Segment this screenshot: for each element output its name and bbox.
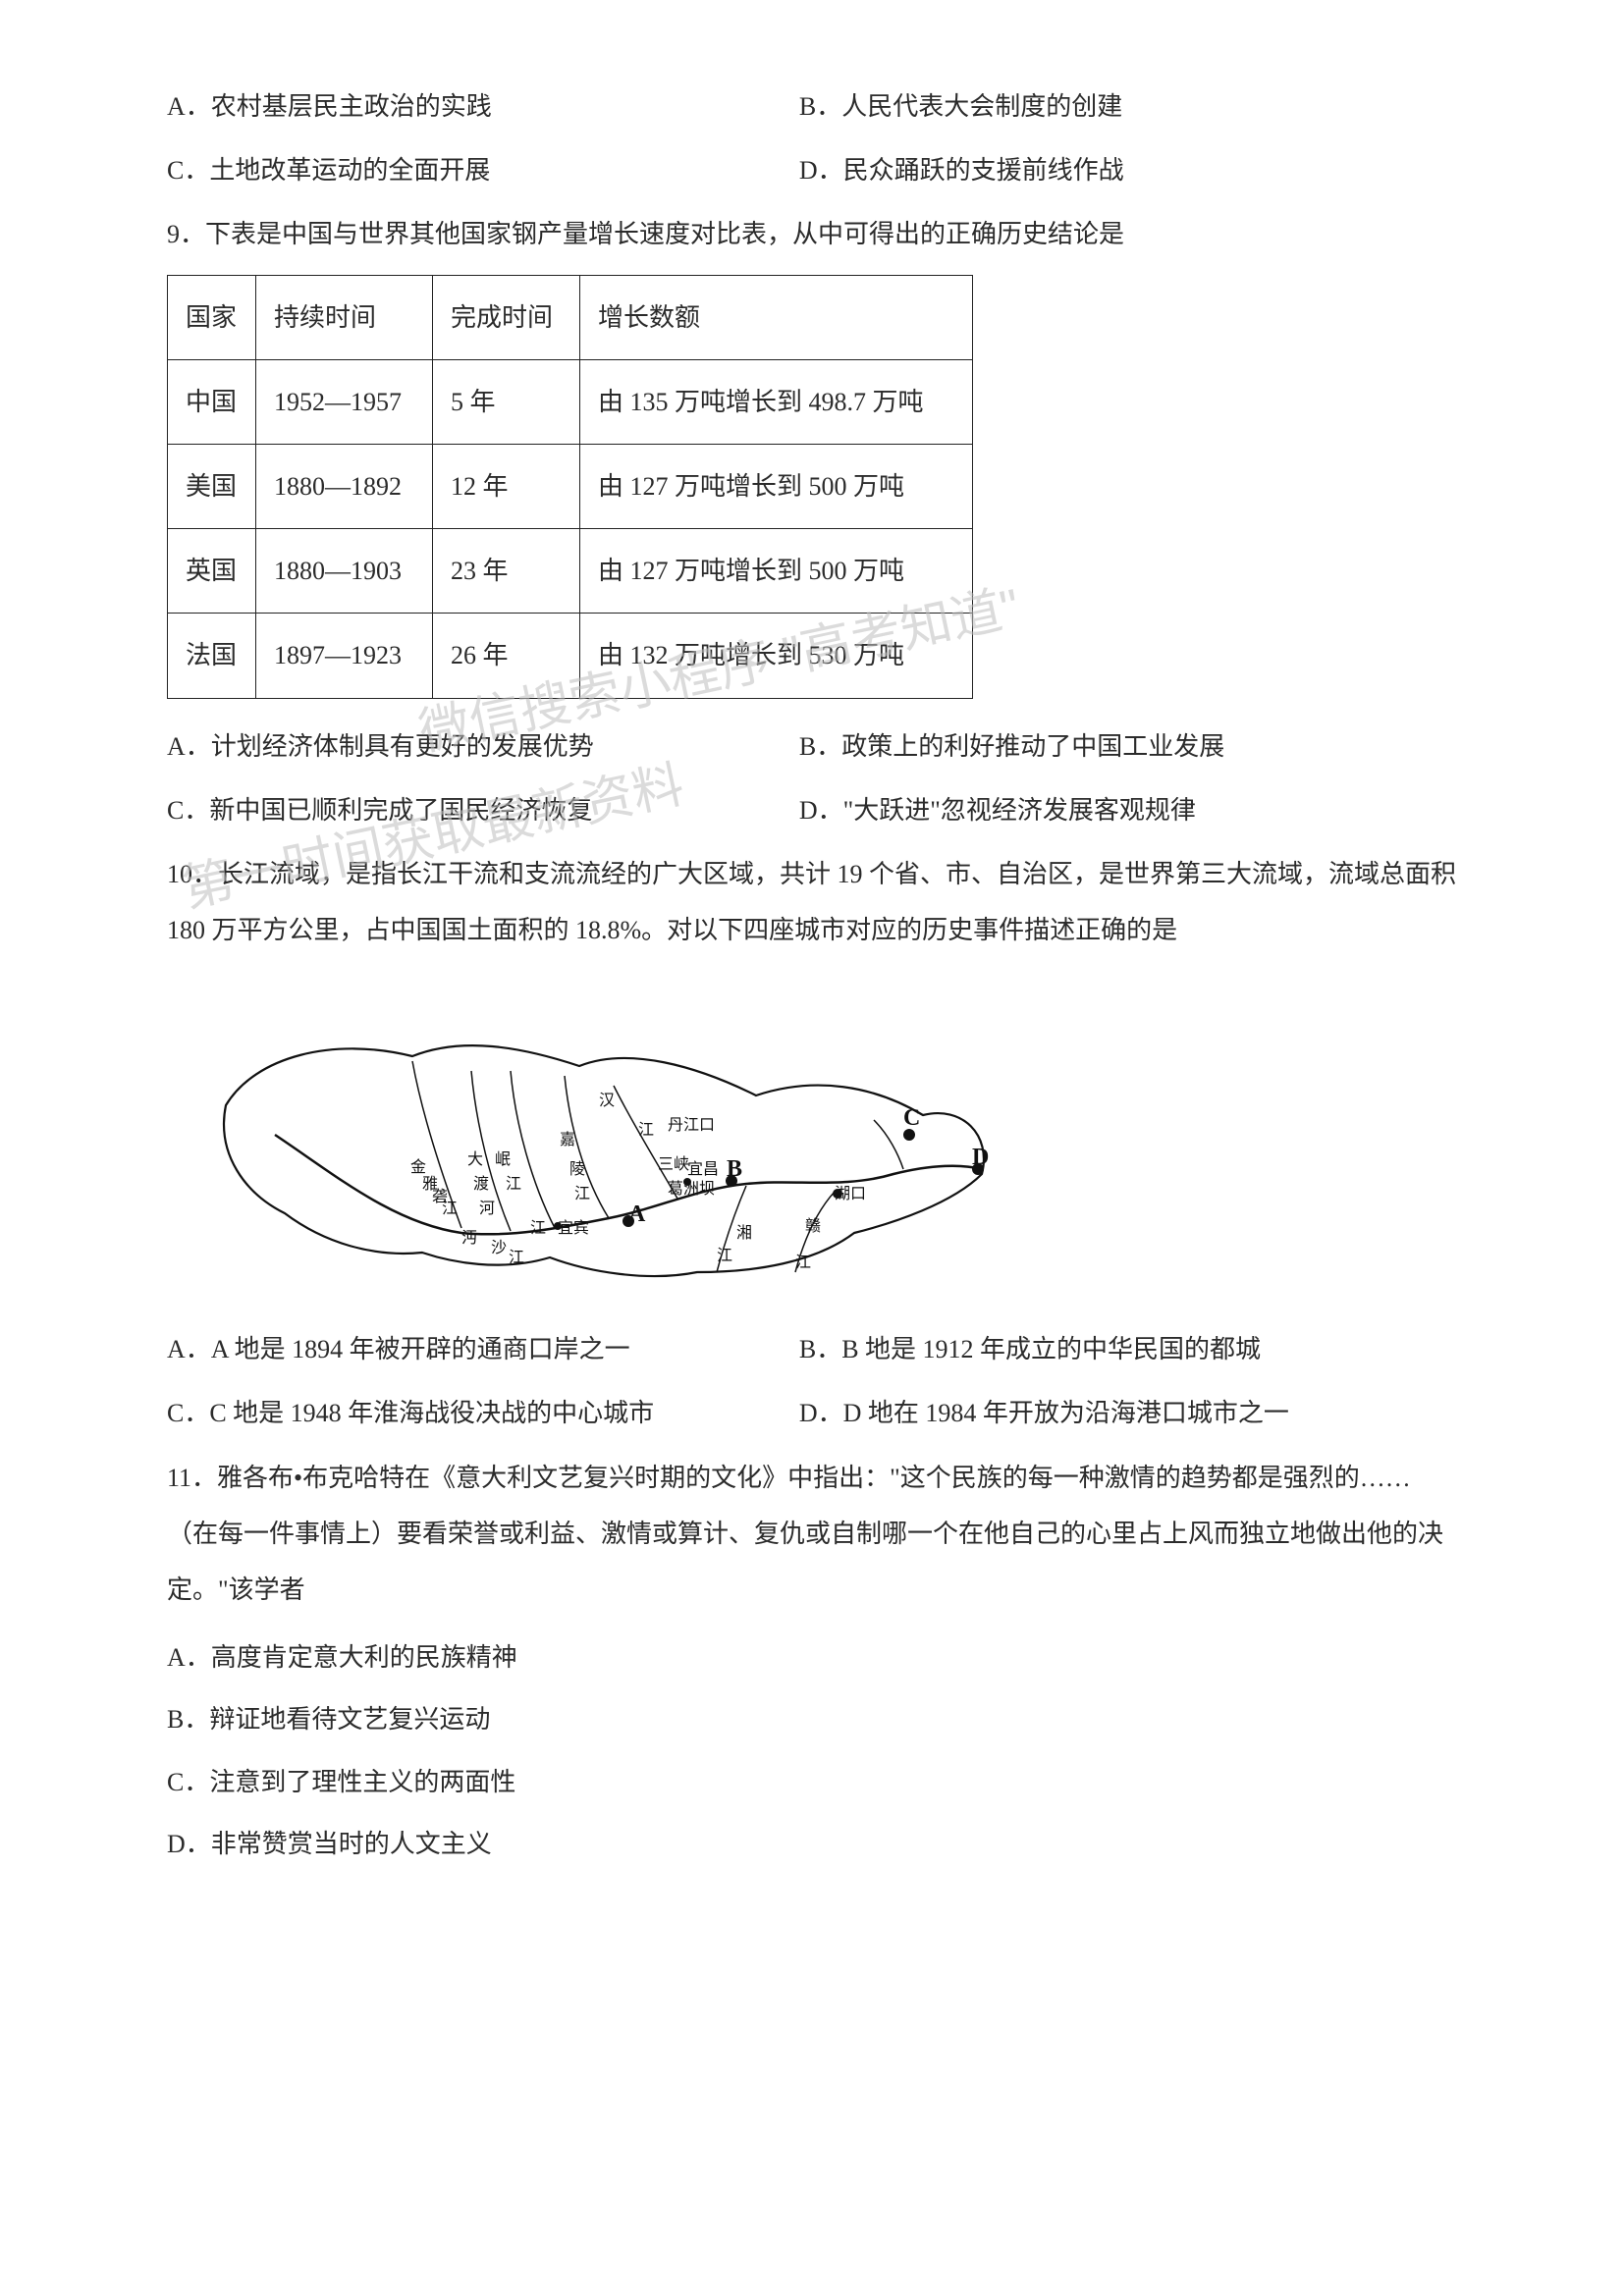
map-label: 江 — [506, 1175, 521, 1193]
q11-option-b: B．辩证地看待文艺复兴运动 — [167, 1691, 1457, 1747]
q9-text: 9．下表是中国与世界其他国家钢产量增长速度对比表，从中可得出的正确历史结论是 — [167, 206, 1457, 262]
map-label: 沙 — [491, 1240, 507, 1256]
q9-option-b: B．政策上的利好推动了中国工业发展 — [799, 719, 1457, 774]
cell-duration: 1952—1957 — [256, 359, 433, 444]
q8-option-b: B．人民代表大会制度的创建 — [799, 79, 1457, 134]
cell-country: 英国 — [168, 529, 256, 614]
q11-option-c: C．注意到了理性主义的两面性 — [167, 1754, 1457, 1810]
map-label: 湖口 — [835, 1185, 866, 1202]
map-label: 葛洲坝 — [668, 1180, 715, 1198]
cell-duration: 1880—1892 — [256, 444, 433, 528]
q10-option-b: B．B 地是 1912 年成立的中华民国的都城 — [799, 1321, 1457, 1377]
table-header-row: 国家 持续时间 完成时间 增长数额 — [168, 275, 973, 359]
q8-option-d: D．民众踊跃的支援前线作战 — [799, 142, 1457, 198]
th-country: 国家 — [168, 275, 256, 359]
map-label: 沔 — [461, 1229, 477, 1247]
cell-complete: 12 年 — [433, 444, 580, 528]
q10-row-ab: A．A 地是 1894 年被开辟的通商口岸之一 B．B 地是 1912 年成立的… — [167, 1321, 1457, 1377]
map-label: 江 — [509, 1249, 524, 1266]
cell-country: 美国 — [168, 444, 256, 528]
cell-complete: 23 年 — [433, 529, 580, 614]
th-growth: 增长数额 — [580, 275, 973, 359]
table-row: 美国 1880—1892 12 年 由 127 万吨增长到 500 万吨 — [168, 444, 973, 528]
table-row: 中国 1952—1957 5 年 由 135 万吨增长到 498.7 万吨 — [168, 359, 973, 444]
q10-text: 10．长江流域，是指长江干流和支流流经的广大区域，共计 19 个省、市、自治区，… — [167, 846, 1457, 958]
map-label: 嘉 — [560, 1131, 575, 1148]
map-label: 江 — [442, 1200, 458, 1217]
map-label: 宜宾 — [558, 1219, 589, 1237]
cell-growth: 由 132 万吨增长到 530 万吨 — [580, 614, 973, 698]
map-labels: 汉丹江口江三峡宜昌葛洲坝湘湖口赣ABCD金雅砻江大岷渡江河沔沙江江宜宾嘉陵江江江 — [410, 1092, 989, 1271]
q9-row-ab: A．计划经济体制具有更好的发展优势 B．政策上的利好推动了中国工业发展 — [167, 719, 1457, 774]
map-label: C — [903, 1105, 920, 1131]
q8-row-ab: A．农村基层民主政治的实践 B．人民代表大会制度的创建 — [167, 79, 1457, 134]
q8-option-a: A．农村基层民主政治的实践 — [167, 79, 799, 134]
q9-table: 国家 持续时间 完成时间 增长数额 中国 1952—1957 5 年 由 135… — [167, 275, 973, 699]
map-label: 宜昌 — [687, 1160, 719, 1178]
map-svg: 汉丹江口江三峡宜昌葛洲坝湘湖口赣ABCD金雅砻江大岷渡江河沔沙江江宜宾嘉陵江江江 — [167, 978, 1051, 1292]
q9-row-cd: C．新中国已顺利完成了国民经济恢复 D．"大跃进"忽视经济发展客观规律 — [167, 782, 1457, 838]
basin-outline — [224, 1045, 984, 1276]
map-label: D — [972, 1145, 989, 1170]
q8-row-cd: C．土地改革运动的全面开展 D．民众踊跃的支援前线作战 — [167, 142, 1457, 198]
q9-option-a: A．计划经济体制具有更好的发展优势 — [167, 719, 799, 774]
map-label: 江 — [574, 1185, 590, 1202]
map-label: 三峡 — [658, 1155, 689, 1173]
q8-option-c: C．土地改革运动的全面开展 — [167, 142, 799, 198]
q10-option-a: A．A 地是 1894 年被开辟的通商口岸之一 — [167, 1321, 799, 1377]
map-label: 河 — [479, 1200, 495, 1217]
th-complete: 完成时间 — [433, 275, 580, 359]
tributary — [874, 1120, 903, 1169]
cell-duration: 1880—1903 — [256, 529, 433, 614]
cell-growth: 由 135 万吨增长到 498.7 万吨 — [580, 359, 973, 444]
map-label: A — [628, 1201, 646, 1227]
q10-option-c: C．C 地是 1948 年淮海战役决战的中心城市 — [167, 1385, 799, 1441]
map-label: 江 — [795, 1254, 811, 1271]
map-label: 江 — [717, 1247, 732, 1264]
q10-option-d: D．D 地在 1984 年开放为沿海港口城市之一 — [799, 1385, 1457, 1441]
q11-text: 11．雅各布•布克哈特在《意大利文艺复兴时期的文化》中指出："这个民族的每一种激… — [167, 1450, 1457, 1619]
cell-complete: 5 年 — [433, 359, 580, 444]
cell-complete: 26 年 — [433, 614, 580, 698]
q9-option-d: D．"大跃进"忽视经济发展客观规律 — [799, 782, 1457, 838]
map-label: 汉 — [599, 1092, 615, 1109]
map-label: 江 — [530, 1219, 546, 1237]
map-label: 江 — [638, 1121, 654, 1139]
cell-country: 法国 — [168, 614, 256, 698]
th-duration: 持续时间 — [256, 275, 433, 359]
map-label: 湘 — [736, 1224, 752, 1242]
q10-row-cd: C．C 地是 1948 年淮海战役决战的中心城市 D．D 地在 1984 年开放… — [167, 1385, 1457, 1441]
map-label: 丹江口 — [668, 1116, 715, 1134]
q9-option-c: C．新中国已顺利完成了国民经济恢复 — [167, 782, 799, 838]
map-label: 陵 — [569, 1160, 585, 1178]
map-label: 金 — [410, 1158, 426, 1176]
q11-option-d: D．非常赞赏当时的人文主义 — [167, 1816, 1457, 1872]
table-row: 英国 1880—1903 23 年 由 127 万吨增长到 500 万吨 — [168, 529, 973, 614]
q11-option-a: A．高度肯定意大利的民族精神 — [167, 1629, 1457, 1685]
map-label: B — [727, 1156, 742, 1182]
table-row: 法国 1897—1923 26 年 由 132 万吨增长到 530 万吨 — [168, 614, 973, 698]
cell-growth: 由 127 万吨增长到 500 万吨 — [580, 444, 973, 528]
map-label: 大 — [467, 1150, 483, 1168]
map-label: 渡 — [473, 1175, 489, 1193]
exam-page: A．农村基层民主政治的实践 B．人民代表大会制度的创建 C．土地改革运动的全面开… — [0, 0, 1624, 1956]
map-label: 岷 — [495, 1150, 511, 1168]
cell-growth: 由 127 万吨增长到 500 万吨 — [580, 529, 973, 614]
cell-country: 中国 — [168, 359, 256, 444]
map-label: 赣 — [805, 1217, 821, 1235]
yangtze-map: 汉丹江口江三峡宜昌葛洲坝湘湖口赣ABCD金雅砻江大岷渡江河沔沙江江宜宾嘉陵江江江 — [167, 978, 1051, 1292]
tributary — [511, 1071, 555, 1228]
cell-duration: 1897—1923 — [256, 614, 433, 698]
